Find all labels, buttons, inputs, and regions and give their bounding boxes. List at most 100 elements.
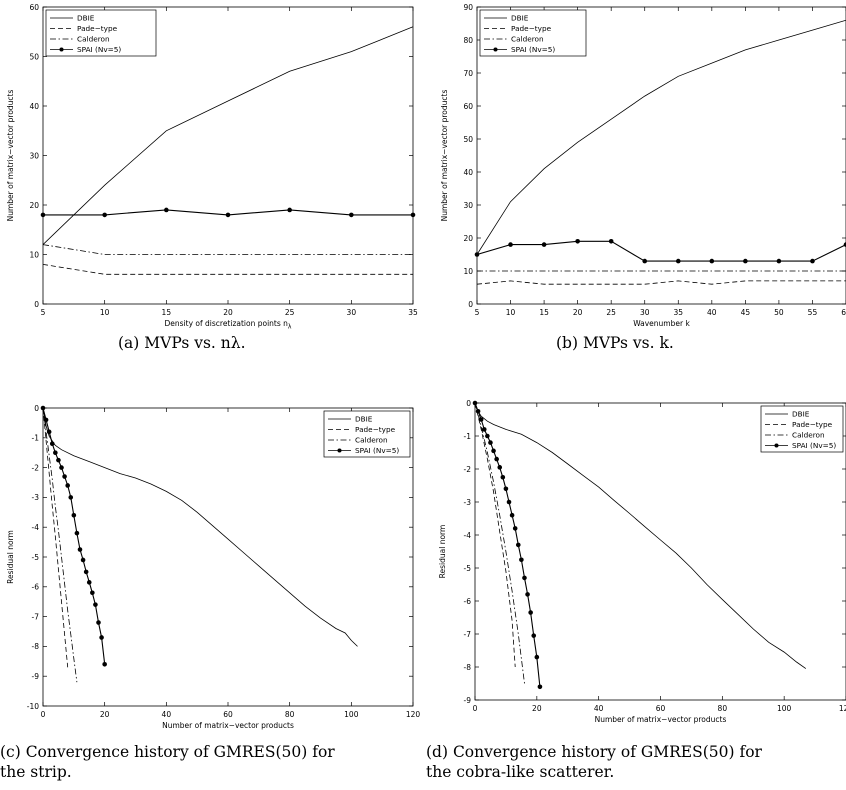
y-tick-label: 10	[463, 267, 473, 276]
y-tick-label: 40	[29, 102, 39, 111]
legend-marker	[493, 47, 498, 52]
series-marker	[80, 557, 86, 563]
series-line-2	[474, 402, 525, 684]
x-tick-label: 60	[223, 710, 233, 719]
series-marker	[99, 635, 104, 640]
series-marker	[287, 207, 292, 213]
series-marker	[675, 258, 681, 264]
series-marker	[481, 427, 487, 432]
y-tick-label: -2	[32, 463, 40, 472]
series-marker	[62, 474, 67, 479]
series-marker	[575, 239, 580, 244]
x-tick-label: 20	[532, 704, 542, 713]
y-tick-label: -1	[32, 434, 40, 443]
legend-label: Calderon	[77, 35, 110, 44]
caption-b: (b) MVPs vs. k.	[556, 334, 674, 352]
series-line-0	[42, 26, 414, 245]
series-marker	[534, 654, 540, 660]
series-marker	[472, 400, 478, 406]
series-marker	[40, 212, 46, 218]
x-tick-label: 20	[573, 308, 583, 317]
x-tick-label: 35	[408, 308, 418, 317]
legend-label: Calderon	[792, 431, 825, 440]
x-tick-label: 120	[839, 704, 846, 713]
series-marker	[528, 610, 533, 615]
x-axis-label-subscript: λ	[288, 324, 292, 331]
series-marker	[512, 526, 518, 531]
series-marker	[491, 448, 496, 454]
series-marker	[40, 405, 46, 411]
series-marker	[497, 465, 503, 470]
series-marker	[53, 450, 58, 456]
series-marker	[537, 684, 543, 690]
x-axis-label: Number of matrix−vector products	[162, 721, 294, 730]
y-tick-label: -7	[32, 612, 40, 621]
x-tick-label: 15	[539, 308, 549, 317]
series-marker	[506, 499, 512, 505]
caption-c: (c) Convergence history of GMRES(50) for…	[0, 743, 335, 781]
series-marker	[522, 575, 527, 581]
y-axis-label: Number of matrix−vector products	[6, 90, 15, 222]
y-tick-label: 0	[468, 300, 473, 309]
series-marker	[608, 239, 614, 244]
x-tick-label: 10	[100, 308, 110, 317]
series-line-3	[474, 402, 541, 687]
y-tick-label: -9	[464, 696, 472, 705]
y-tick-label: -9	[32, 672, 40, 681]
y-tick-label: 30	[29, 151, 39, 160]
legend-label: Calderon	[355, 436, 388, 445]
legend-label: Pade−type	[511, 24, 552, 33]
series-marker	[515, 542, 521, 548]
series-marker	[531, 633, 537, 638]
x-tick-label: 20	[223, 308, 233, 317]
series-marker	[843, 242, 846, 247]
legend-label: DBIE	[511, 14, 529, 23]
legend-label: Pade−type	[355, 425, 396, 434]
series-line-1	[474, 402, 516, 668]
chart-panel-a: 5 10 15 20 25 30 35 0 10 20 30 40 50 60 Density of dis…	[6, 3, 418, 331]
series-marker	[96, 620, 101, 625]
series-marker	[56, 457, 61, 463]
plot-frame	[476, 6, 846, 305]
y-tick-label: -5	[32, 553, 40, 562]
series-line-0	[42, 407, 358, 647]
series-marker	[46, 429, 52, 435]
legend-label: SPAI (Nv=5)	[77, 45, 121, 54]
series-line-0	[474, 402, 807, 669]
series-marker	[71, 512, 77, 518]
series-marker	[642, 258, 648, 264]
x-tick-label: 10	[506, 308, 516, 317]
series-marker	[541, 242, 547, 247]
x-tick-label: 0	[41, 710, 46, 719]
legend-label: DBIE	[355, 415, 373, 424]
legend-marker	[337, 448, 342, 453]
legend-label: DBIE	[77, 14, 95, 23]
x-tick-label: 35	[673, 308, 683, 317]
y-tick-label: 40	[463, 168, 473, 177]
series-line-0	[476, 19, 846, 255]
x-axis-label: Number of matrix−vector products	[595, 715, 727, 724]
series-marker	[349, 212, 354, 218]
legend-marker	[59, 47, 64, 52]
chart-panel-c: 0 20 40 60 80 100 120 0 -1 -2 -3 -4 -5 -6 -7 -8 -9 -10 Num…	[6, 404, 420, 730]
series-marker	[810, 258, 815, 264]
legend-label: SPAI (Nv=5)	[355, 446, 399, 455]
legend-label: Pade−type	[792, 420, 833, 429]
x-tick-label: 100	[777, 704, 792, 713]
y-tick-label: 90	[463, 3, 473, 12]
series-line-2	[42, 407, 78, 683]
x-tick-label: 80	[285, 710, 295, 719]
series-marker	[500, 474, 506, 480]
series-marker	[410, 212, 416, 218]
x-tick-label: 45	[741, 308, 751, 317]
y-axis-label: Residual norm	[438, 525, 447, 579]
series-marker	[93, 602, 98, 607]
y-tick-label: 20	[463, 234, 473, 243]
x-tick-label: 0	[473, 704, 478, 713]
series-marker	[102, 212, 107, 218]
y-tick-label: -4	[32, 523, 40, 532]
x-axis-label: Wavenumber k	[633, 319, 690, 328]
